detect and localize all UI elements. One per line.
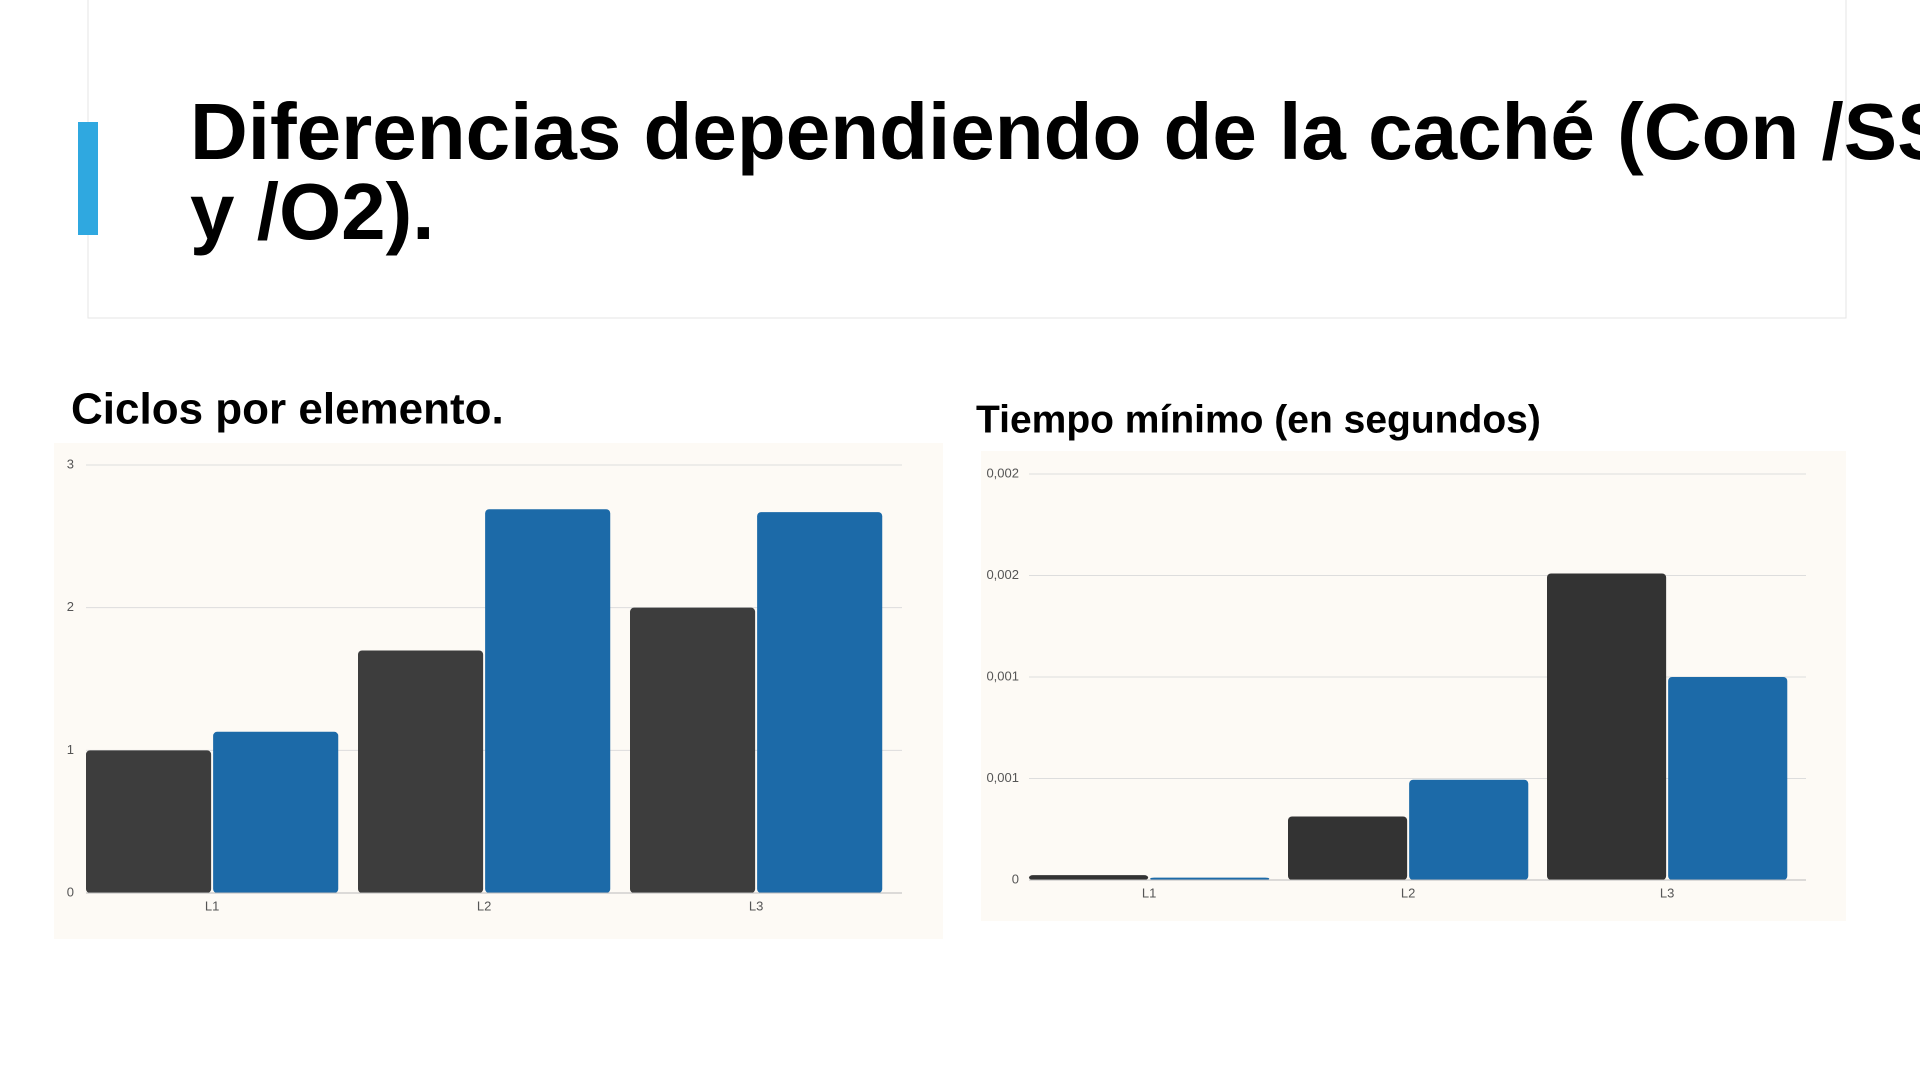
y-tick-label: 1 [67,742,74,757]
y-tick-label: 0,001 [986,770,1019,785]
chart-title: Tiempo mínimo (en segundos) [976,398,1541,441]
bar [1547,573,1667,880]
x-tick-label: L3 [1660,885,1674,900]
bar [213,731,339,893]
bar [1029,875,1149,880]
bar [1150,877,1270,880]
y-tick-label: 3 [67,456,74,471]
bar [630,607,756,893]
bar [1409,779,1529,880]
accent-bar [78,122,98,235]
x-tick-label: L1 [205,898,219,913]
chart-title: Ciclos por elemento. [71,385,504,434]
y-tick-label: 0,002 [986,465,1019,480]
bar [757,512,883,893]
bar [86,750,212,893]
y-tick-label: 0 [67,884,74,899]
bar [1668,677,1788,880]
y-tick-label: 0,001 [986,668,1019,683]
y-tick-label: 0 [1012,871,1019,886]
x-tick-label: L2 [1401,885,1415,900]
x-tick-label: L3 [749,898,763,913]
slide-title: Diferencias dependiendo de la caché (Con… [190,87,1920,256]
y-tick-label: 0,002 [986,567,1019,582]
x-tick-label: L2 [477,898,491,913]
x-tick-label: L1 [1142,885,1156,900]
bar [1288,816,1408,880]
bar [358,650,484,893]
y-tick-label: 2 [67,599,74,614]
title-card [87,0,1847,319]
bar [485,509,611,893]
